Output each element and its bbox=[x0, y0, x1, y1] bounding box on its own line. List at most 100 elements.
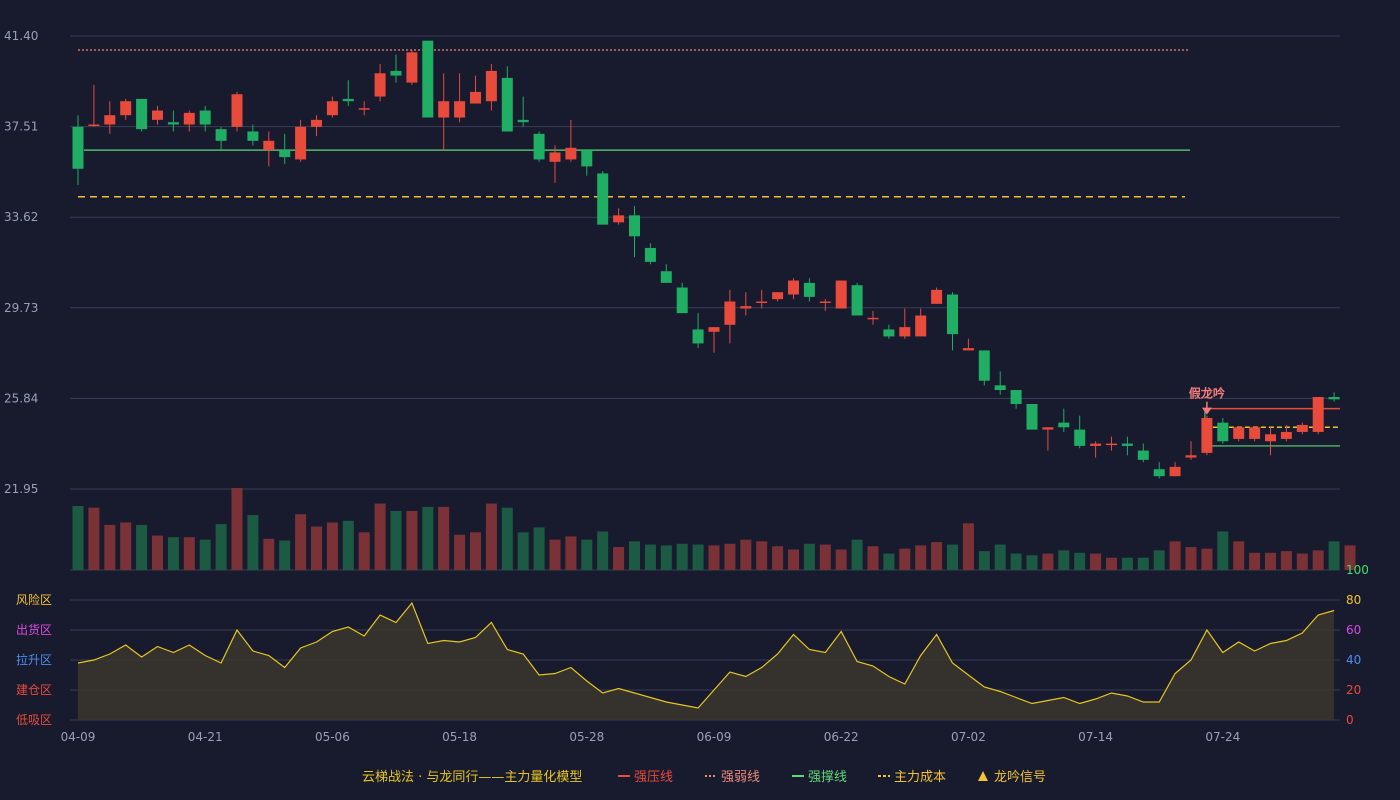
price-tick-label: 37.51 bbox=[4, 120, 38, 134]
volume-bar bbox=[1217, 531, 1229, 570]
oscillator-area bbox=[78, 603, 1335, 720]
volume-bar bbox=[104, 524, 116, 570]
oscillator-tick-label: 100 bbox=[1346, 563, 1369, 577]
signal-annotation: 假龙吟 bbox=[1189, 386, 1225, 415]
volume-bar bbox=[231, 488, 243, 570]
volume-bar bbox=[1058, 550, 1070, 570]
legend-item-label: 主力成本 bbox=[894, 770, 946, 785]
candle-body bbox=[581, 150, 593, 167]
candle-body bbox=[740, 306, 752, 309]
volume-bar bbox=[851, 539, 863, 570]
candle-body bbox=[1312, 397, 1324, 432]
volume-bar bbox=[438, 506, 450, 570]
candle-body bbox=[454, 101, 466, 118]
volume-bar bbox=[1106, 557, 1117, 570]
volume-bar bbox=[1090, 553, 1102, 570]
volume-bar bbox=[1280, 551, 1292, 570]
volume-bar bbox=[819, 544, 831, 570]
volume-bar bbox=[263, 538, 275, 570]
candle-body bbox=[1074, 429, 1086, 446]
volume-bar bbox=[485, 503, 497, 570]
volume-bar bbox=[136, 524, 148, 570]
volume-bar bbox=[279, 540, 291, 570]
candle-body bbox=[660, 271, 672, 283]
candle-body bbox=[867, 317, 879, 320]
volume-bar bbox=[454, 534, 466, 570]
candle-body bbox=[104, 115, 116, 125]
candle-body bbox=[978, 350, 990, 381]
volume-bar bbox=[613, 547, 625, 570]
candle-body bbox=[1106, 443, 1117, 446]
candle-body bbox=[406, 52, 418, 83]
candle-body bbox=[1233, 427, 1245, 439]
candle-body bbox=[565, 147, 577, 160]
candle-body bbox=[1121, 443, 1133, 446]
volume-bar bbox=[962, 523, 974, 570]
volume-bar bbox=[152, 535, 163, 570]
volume-bar bbox=[994, 544, 1006, 570]
candle-body bbox=[485, 70, 497, 102]
volume-bar bbox=[883, 553, 895, 570]
candle-body bbox=[947, 294, 958, 335]
volume-bar bbox=[597, 531, 609, 570]
candle-body bbox=[692, 329, 704, 344]
candle-body bbox=[199, 110, 211, 125]
oscillator-zone-label: 低吸区 bbox=[16, 713, 52, 727]
volume-bar bbox=[1265, 552, 1276, 570]
volume-bar bbox=[1185, 547, 1197, 570]
volume-bar bbox=[167, 537, 179, 570]
candle-body bbox=[597, 173, 609, 225]
volume-bar bbox=[915, 545, 927, 570]
candle-body bbox=[1265, 434, 1276, 442]
candle-body bbox=[962, 348, 974, 351]
candle-body bbox=[136, 98, 148, 130]
candle-body bbox=[215, 129, 227, 141]
date-tick-label: 06-22 bbox=[824, 730, 859, 744]
volume-bar bbox=[740, 539, 752, 570]
chart-legend[interactable]: 云梯战法 · 与龙同行——主力量化模型 强压线 强弱线 强撑线 主力成本 龙吟信号 bbox=[362, 769, 1046, 785]
volume-bar bbox=[358, 532, 370, 570]
candle-body bbox=[263, 140, 275, 151]
candle-body bbox=[724, 301, 736, 325]
volume-bar bbox=[708, 545, 720, 570]
volume-bar bbox=[629, 541, 640, 570]
candle-body bbox=[835, 280, 847, 309]
volume-bar bbox=[390, 510, 402, 570]
candle-body bbox=[1185, 455, 1197, 458]
volume-bar bbox=[199, 539, 211, 570]
grid-lines bbox=[70, 35, 1340, 721]
volume-bar bbox=[88, 507, 100, 570]
volume-bar bbox=[1121, 557, 1133, 570]
candle-body bbox=[1296, 424, 1308, 432]
volume-bar bbox=[660, 545, 672, 570]
price-tick-label: 41.40 bbox=[4, 29, 38, 43]
candle-body bbox=[152, 110, 163, 120]
candle-body bbox=[1010, 390, 1022, 404]
volume-bar bbox=[72, 506, 84, 570]
volume-bar bbox=[311, 526, 322, 570]
volume-bar bbox=[692, 544, 704, 570]
volume-bar bbox=[1026, 555, 1038, 570]
oscillator-tick-label: 40 bbox=[1346, 653, 1361, 667]
candle-body bbox=[470, 91, 481, 104]
candle-body bbox=[438, 101, 450, 118]
candle-body bbox=[803, 282, 815, 297]
volume-bar bbox=[215, 524, 227, 570]
legend-title: 云梯战法 · 与龙同行——主力量化模型 bbox=[362, 770, 582, 785]
candle-body bbox=[72, 126, 84, 169]
volume-bar bbox=[247, 515, 259, 570]
volume-bar bbox=[1328, 541, 1340, 570]
candle-body bbox=[851, 285, 863, 316]
candle-body bbox=[279, 150, 291, 158]
candle-body bbox=[708, 327, 720, 332]
volume-bar bbox=[1074, 552, 1086, 570]
candle-body bbox=[311, 119, 322, 127]
volume-bar bbox=[342, 520, 354, 570]
volume-bar bbox=[835, 549, 847, 570]
axis-labels: 41.40 37.51 33.62 29.73 25.84 21.95 100 80 60 40 2… bbox=[4, 29, 1369, 744]
candle-body bbox=[1026, 403, 1038, 430]
price-tick-label: 33.62 bbox=[4, 210, 38, 224]
volume-bar bbox=[1233, 541, 1245, 570]
volume-bar bbox=[803, 543, 815, 570]
